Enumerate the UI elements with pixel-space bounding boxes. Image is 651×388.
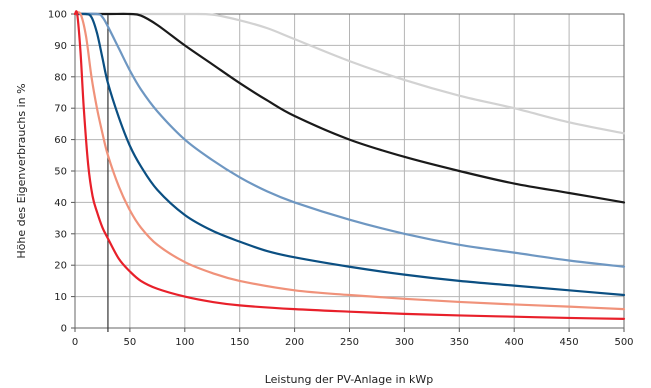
series-group: [73, 10, 626, 320]
x-tick-label: 500: [614, 337, 633, 348]
x-tick-label: 250: [340, 337, 359, 348]
y-axis-title: Höhe des Eigenverbrauchs in %: [15, 83, 28, 258]
y-tick-label: 10: [54, 292, 67, 303]
y-tick-label: 30: [54, 229, 67, 240]
y-tick-label: 40: [54, 198, 67, 209]
x-tick-label: 50: [124, 337, 137, 348]
y-tick-label: 90: [54, 41, 67, 52]
tick-labels: 0 10 20 30 40 50 60 70 80 90 100 0 50 100 150 200 250 300…: [48, 10, 634, 349]
y-tick-label: 80: [54, 72, 67, 83]
axes: [71, 13, 625, 332]
x-tick-label: 300: [395, 337, 414, 348]
y-tick-label: 20: [54, 261, 67, 272]
series-line-6: [73, 12, 626, 135]
x-tick-label: 0: [72, 337, 78, 348]
y-tick-label: 50: [54, 167, 67, 178]
series-line-2: [73, 11, 626, 311]
x-tick-label: 100: [175, 337, 194, 348]
x-tick-label: 450: [560, 337, 579, 348]
x-tick-label: 400: [505, 337, 524, 348]
x-axis-title: Leistung der PV-Anlage in kWp: [265, 373, 434, 386]
y-tick-label: 0: [61, 324, 67, 335]
plot-frame: [74, 13, 625, 329]
series-line-3: [73, 12, 626, 297]
x-tick-label: 200: [285, 337, 304, 348]
series-line-4: [73, 12, 626, 268]
y-tick-label: 60: [54, 135, 67, 146]
x-tick-label: 350: [450, 337, 469, 348]
series-line-1: [73, 10, 626, 320]
series-line-5: [73, 12, 626, 204]
x-tick-label: 150: [230, 337, 249, 348]
y-tick-label: 100: [48, 10, 67, 21]
y-tick-label: 70: [54, 104, 67, 115]
